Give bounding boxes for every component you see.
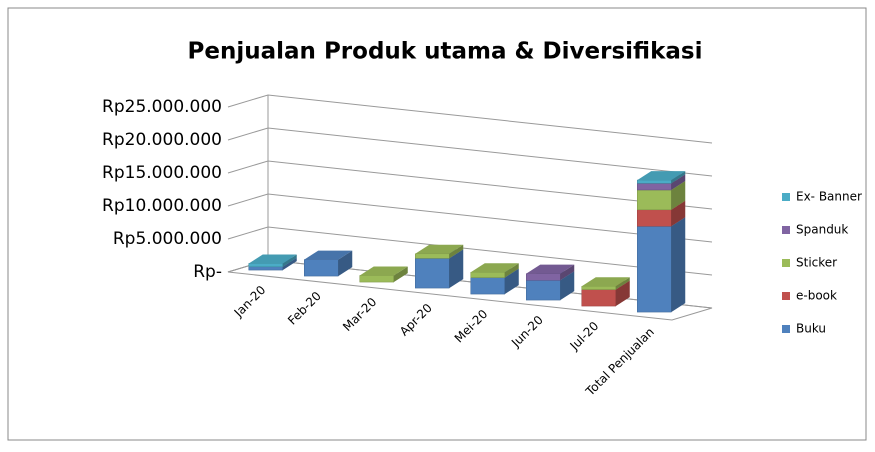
bar-front bbox=[581, 286, 616, 290]
bar-front bbox=[359, 275, 394, 283]
legend-swatch bbox=[782, 325, 790, 333]
grid-line bbox=[227, 226, 713, 276]
grid-line bbox=[227, 160, 713, 210]
y-tick-label: Rp5.000.000 bbox=[113, 229, 222, 249]
bar-top bbox=[359, 266, 408, 276]
bar-side bbox=[393, 266, 408, 283]
legend-label: Spanduk bbox=[796, 223, 848, 237]
y-tick-label: Rp25.000.000 bbox=[102, 97, 222, 117]
bar-top bbox=[415, 244, 464, 254]
bar-segment bbox=[415, 249, 464, 289]
bar-front bbox=[637, 189, 672, 211]
bar-side bbox=[504, 263, 519, 278]
bar-top bbox=[304, 250, 353, 260]
legend-label: e-book bbox=[796, 289, 837, 303]
legend-label: Sticker bbox=[796, 256, 837, 270]
bar-side bbox=[449, 249, 464, 289]
bar-front bbox=[637, 209, 672, 227]
bar-segment bbox=[415, 244, 464, 259]
bar-side bbox=[671, 171, 686, 184]
bar-top bbox=[526, 264, 575, 274]
bar-side bbox=[504, 268, 519, 295]
bar-front bbox=[637, 179, 672, 184]
bar-side bbox=[282, 257, 297, 271]
chart-border bbox=[7, 7, 867, 441]
bar-side bbox=[615, 277, 630, 290]
bar-front bbox=[415, 253, 450, 259]
bar-front bbox=[248, 263, 283, 268]
bar-top bbox=[637, 171, 686, 181]
bar-front bbox=[526, 280, 561, 301]
bar-side bbox=[338, 250, 353, 277]
grid-line bbox=[227, 127, 713, 177]
legend-label: Buku bbox=[796, 322, 826, 336]
bar-front bbox=[470, 277, 505, 295]
y-tick-label: Rp10.000.000 bbox=[102, 196, 222, 216]
bar-segment bbox=[470, 263, 519, 278]
bar-side bbox=[560, 271, 575, 301]
bar-side bbox=[560, 264, 575, 281]
legend-swatch bbox=[782, 193, 790, 201]
bar-front bbox=[637, 183, 672, 191]
bar-side bbox=[282, 254, 297, 267]
bar-segment bbox=[304, 250, 353, 277]
bar-front bbox=[581, 289, 616, 307]
bar-segment bbox=[248, 254, 297, 268]
bar-side bbox=[449, 244, 464, 259]
bar-segment bbox=[637, 171, 686, 184]
bar-front bbox=[248, 266, 283, 271]
bar-front bbox=[637, 226, 672, 313]
legend-swatch bbox=[782, 259, 790, 267]
bar-front bbox=[470, 272, 505, 278]
bar-front bbox=[526, 273, 561, 281]
bar-side bbox=[671, 180, 686, 210]
bar-side bbox=[671, 174, 686, 190]
bar-front bbox=[415, 258, 450, 289]
legend-swatch bbox=[782, 226, 790, 234]
bar-segment bbox=[359, 266, 408, 283]
y-tick-label: Rp15.000.000 bbox=[102, 163, 222, 183]
bar-top bbox=[248, 254, 297, 264]
legend-swatch bbox=[782, 292, 790, 300]
bar-top bbox=[470, 263, 519, 273]
y-tick-label: Rp20.000.000 bbox=[102, 130, 222, 150]
bar-segment bbox=[637, 217, 686, 313]
bar-side bbox=[671, 200, 686, 227]
legend-label: Ex- Banner bbox=[796, 190, 862, 204]
y-tick-label: Rp- bbox=[193, 262, 222, 282]
bar-segment bbox=[526, 264, 575, 281]
bar-side bbox=[615, 280, 630, 307]
bar-segment bbox=[581, 277, 630, 290]
bar-front bbox=[304, 259, 339, 277]
grid-line bbox=[227, 193, 713, 243]
bar-top bbox=[581, 277, 630, 287]
bar-side bbox=[671, 217, 686, 313]
chart-title: Penjualan Produk utama & Diversifikasi bbox=[188, 39, 703, 65]
grid-line bbox=[227, 94, 713, 144]
